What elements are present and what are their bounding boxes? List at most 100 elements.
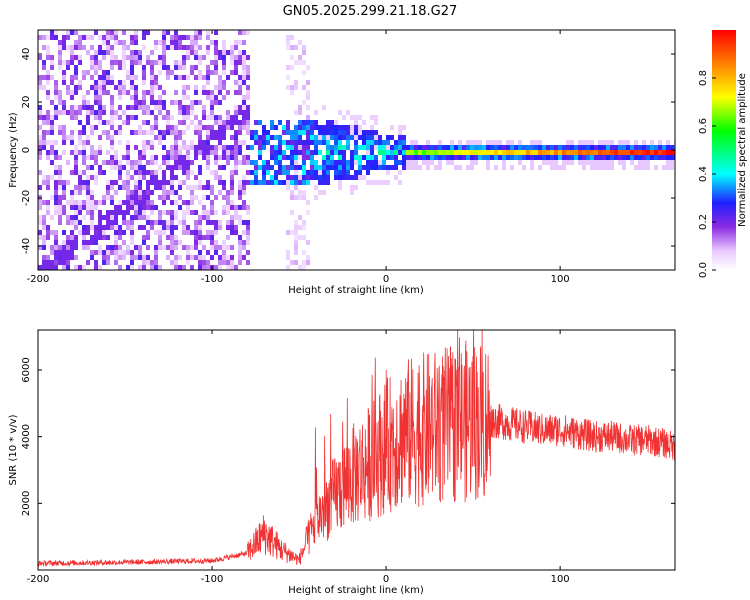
heat-cell: [130, 225, 134, 230]
heat-cell: [334, 150, 338, 155]
heat-cell: [154, 230, 158, 235]
heat-cell: [218, 175, 222, 180]
heat-cell: [70, 220, 74, 225]
heat-cell: [242, 125, 246, 130]
heat-cell: [246, 260, 250, 265]
heat-cell: [82, 125, 86, 130]
heat-cell: [106, 130, 110, 135]
heat-cell: [362, 145, 366, 150]
heat-cell: [214, 250, 218, 255]
heat-cell: [370, 135, 374, 140]
heat-cell: [246, 55, 250, 60]
heat-cell: [230, 265, 234, 270]
heat-cell: [170, 100, 174, 105]
heat-cell: [254, 140, 258, 145]
heat-cell: [282, 150, 286, 155]
heat-cell: [442, 155, 446, 160]
heat-cell: [154, 85, 158, 90]
heat-cell: [230, 150, 234, 155]
heat-cell: [86, 230, 90, 235]
heat-cell: [438, 155, 442, 160]
heat-cell: [590, 145, 594, 150]
heat-cell: [358, 160, 362, 165]
heat-cell: [126, 55, 130, 60]
heat-cell: [290, 150, 294, 155]
heat-cell: [214, 175, 218, 180]
heat-cell: [574, 150, 578, 155]
heat-cell: [290, 145, 294, 150]
heat-cell: [638, 160, 642, 165]
heat-cell: [270, 180, 274, 185]
heat-cell: [90, 175, 94, 180]
heat-cell: [122, 185, 126, 190]
heat-cell: [294, 150, 298, 155]
heat-cell: [242, 65, 246, 70]
heat-cell: [426, 165, 430, 170]
heat-cell: [142, 170, 146, 175]
heat-cell: [434, 145, 438, 150]
heat-cell: [646, 150, 650, 155]
heat-cell: [198, 70, 202, 75]
heat-cell: [302, 160, 306, 165]
heat-cell: [166, 255, 170, 260]
heat-cell: [382, 140, 386, 145]
heat-cell: [50, 175, 54, 180]
heat-cell: [230, 245, 234, 250]
heat-cell: [78, 265, 82, 270]
heat-cell: [170, 170, 174, 175]
heat-cell: [38, 235, 42, 240]
heat-cell: [42, 220, 46, 225]
heat-cell: [354, 130, 358, 135]
heat-cell: [98, 265, 102, 270]
heat-cell: [154, 185, 158, 190]
heat-cell: [298, 175, 302, 180]
heat-cell: [210, 130, 214, 135]
heat-cell: [162, 30, 166, 35]
heat-cell: [66, 135, 70, 140]
heat-cell: [502, 150, 506, 155]
heat-cell: [54, 190, 58, 195]
heat-cell: [86, 140, 90, 145]
heat-cell: [622, 150, 626, 155]
heat-cell: [494, 155, 498, 160]
heat-cell: [58, 215, 62, 220]
heat-cell: [126, 70, 130, 75]
heat-cell: [86, 260, 90, 265]
heat-cell: [214, 50, 218, 55]
heat-cell: [118, 105, 122, 110]
heat-cell: [498, 150, 502, 155]
heat-cell: [562, 150, 566, 155]
heat-cell: [590, 165, 594, 170]
heat-cell: [42, 260, 46, 265]
heat-cell: [198, 225, 202, 230]
heat-cell: [62, 80, 66, 85]
heat-cell: [234, 230, 238, 235]
heat-cell: [74, 65, 78, 70]
heat-cell: [102, 40, 106, 45]
heat-cell: [266, 170, 270, 175]
heat-cell: [506, 140, 510, 145]
heat-cell: [62, 150, 66, 155]
heat-cell: [62, 130, 66, 135]
heat-cell: [110, 195, 114, 200]
heat-cell: [114, 220, 118, 225]
heat-cell: [166, 150, 170, 155]
heat-cell: [370, 130, 374, 135]
heat-cell: [66, 220, 70, 225]
heat-cell: [670, 145, 674, 150]
heat-cell: [166, 110, 170, 115]
heat-cell: [246, 30, 250, 35]
heat-cell: [70, 80, 74, 85]
heat-cell: [74, 115, 78, 120]
heat-cell: [110, 160, 114, 165]
heat-cell: [130, 205, 134, 210]
heat-cell: [94, 155, 98, 160]
heat-cell: [218, 115, 222, 120]
heat-cell: [54, 90, 58, 95]
heat-cell: [286, 145, 290, 150]
heat-cell: [190, 65, 194, 70]
heat-cell: [174, 40, 178, 45]
heat-cell: [438, 160, 442, 165]
heat-cell: [186, 230, 190, 235]
heat-cell: [134, 205, 138, 210]
